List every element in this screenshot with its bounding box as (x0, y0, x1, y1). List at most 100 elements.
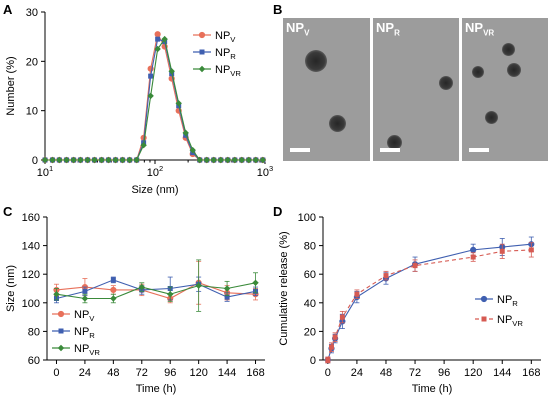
y-axis-label: Size (nm) (5, 265, 17, 312)
x-tick-label: 144 (493, 367, 511, 379)
legend-label-2: NPVR (215, 64, 241, 78)
data-point (167, 291, 174, 298)
data-point (91, 156, 98, 164)
data-point (210, 156, 217, 164)
size-stability-chart: 60 80 100 120 140 160 0 24 48 72 96 120 144 168 Time (… (5, 212, 265, 395)
data-point (119, 156, 126, 164)
data-point (499, 248, 505, 254)
data-point (110, 286, 117, 294)
scale-bar (290, 148, 310, 152)
legend-marker (199, 49, 205, 55)
data-point (325, 357, 331, 363)
tem-image-np-v: NPV (283, 18, 370, 161)
series-line (327, 249, 532, 361)
legend-label-1: NPVR (497, 314, 523, 328)
data-point (354, 291, 360, 297)
x-tick-label: 102 (147, 164, 163, 179)
data-point (161, 35, 168, 43)
y-tick-label: 120 (22, 269, 40, 281)
y-tick-label: 160 (22, 212, 40, 224)
panel-letter-d: D (273, 204, 283, 219)
data-point (332, 334, 338, 340)
data-point (49, 156, 56, 164)
legend-marker (57, 310, 65, 318)
x-tick-label: 48 (107, 367, 119, 379)
data-point (133, 156, 140, 164)
data-point (383, 273, 389, 279)
data-point (56, 156, 63, 164)
data-point (126, 156, 133, 164)
data-point (470, 246, 477, 253)
series-NPVR (325, 242, 534, 364)
x-tick-label: 24 (79, 367, 91, 379)
data-point (41, 156, 49, 164)
y-tick-label: 100 (22, 298, 40, 310)
data-point (182, 129, 189, 137)
x-tick-label: 168 (522, 367, 540, 379)
legend-marker (58, 328, 64, 334)
legend-marker (198, 65, 206, 73)
tem-label-np-r: NPR (376, 20, 400, 38)
x-tick-label: 103 (257, 164, 273, 179)
data-point (470, 254, 476, 260)
x-tick-label: 144 (218, 367, 236, 379)
data-point (189, 146, 196, 154)
data-point (98, 156, 105, 164)
x-tick-label: 120 (464, 367, 482, 379)
x-tick-label: 120 (189, 367, 207, 379)
data-point (328, 344, 334, 350)
x-tick-label: 72 (136, 367, 148, 379)
data-point (110, 277, 116, 283)
y-axis-label: Number (%) (5, 56, 17, 115)
y-axis-label: Cumulative release (%) (278, 231, 290, 345)
series-line (56, 282, 256, 300)
x-axis-label: Time (h) (136, 383, 177, 395)
panel-letter-a: A (3, 2, 13, 17)
legend-label-0: NPR (497, 294, 518, 308)
tem-images: NPV NPR NPVR (283, 18, 548, 161)
y-tick-label: 10 (26, 106, 38, 118)
data-point (224, 156, 231, 164)
data-point (154, 45, 161, 53)
x-axis-label: Time (h) (412, 383, 453, 395)
nanoparticle (305, 50, 327, 72)
data-point (252, 156, 260, 164)
y-tick-label: 30 (26, 7, 38, 19)
y-tick-label: 80 (28, 326, 40, 338)
data-point (168, 68, 175, 75)
x-tick-label: 101 (37, 164, 53, 179)
data-point (245, 156, 252, 164)
size-distribution-chart: 0 10 20 30 101 102 103 Size (nm) Number (%) NPV NP… (5, 7, 273, 196)
data-point (217, 156, 224, 164)
y-tick-label: 0 (310, 355, 316, 367)
legend-label-1: NPR (74, 326, 95, 340)
legend-label-2: NPVR (74, 343, 100, 357)
y-tick-label: 80 (304, 241, 316, 253)
series-NPVR (53, 259, 259, 312)
series-line (56, 282, 256, 300)
y-tick-label: 140 (22, 241, 40, 253)
legend-label-0: NPV (74, 309, 95, 323)
data-point (223, 285, 231, 292)
y-tick-label: 20 (304, 326, 316, 338)
data-point (203, 156, 210, 164)
nanoparticle (485, 111, 498, 124)
nanoparticle (472, 66, 484, 78)
data-point (112, 156, 119, 164)
x-tick-label: 168 (246, 367, 264, 379)
x-tick-label: 72 (409, 367, 421, 379)
y-tick-label: 40 (304, 298, 316, 310)
data-point (195, 282, 202, 289)
data-point (148, 73, 154, 79)
tem-image-np-vr: NPVR (462, 18, 548, 161)
x-tick-label: 0 (325, 367, 331, 379)
panel-letter-b: B (273, 2, 283, 17)
data-point (238, 156, 245, 164)
data-point (196, 156, 203, 164)
tem-label-np-vr: NPVR (465, 20, 495, 38)
x-tick-label: 24 (351, 367, 363, 379)
data-point (252, 279, 259, 286)
series-NPVR (41, 35, 267, 164)
x-tick-label: 96 (438, 367, 450, 379)
x-tick-label: 0 (53, 367, 59, 379)
